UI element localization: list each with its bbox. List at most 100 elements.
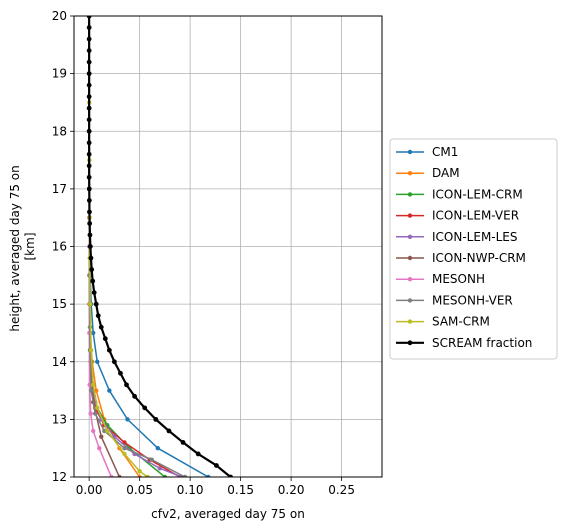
legend-swatch-marker bbox=[407, 234, 413, 239]
data-point-scream-fraction bbox=[86, 198, 92, 203]
legend-item-scream-fraction: SCREAM fraction bbox=[396, 336, 532, 350]
y-axis-label-line-1: height, averaged day 75 on bbox=[8, 165, 22, 331]
data-point-cm1 bbox=[125, 417, 130, 422]
data-point-scream-fraction bbox=[86, 71, 92, 77]
y-tick-label: 13 bbox=[52, 412, 67, 426]
data-point-mesonh-ver bbox=[88, 388, 94, 393]
data-point-scream-fraction bbox=[111, 359, 117, 365]
data-point-scream-fraction bbox=[86, 105, 92, 111]
legend-label: SCREAM fraction bbox=[432, 336, 532, 350]
data-point-sam-crm bbox=[105, 428, 110, 434]
data-point-scream-fraction bbox=[180, 440, 186, 445]
legend-label: MESONH bbox=[432, 272, 485, 286]
data-point-dam bbox=[137, 474, 142, 477]
legend-item-icon-nwp-crm: ICON-NWP-CRM bbox=[396, 251, 526, 265]
legend-item-sam-crm: SAM-CRM bbox=[396, 315, 490, 329]
legend-swatch-marker bbox=[407, 277, 413, 282]
data-point-scream-fraction bbox=[91, 290, 97, 295]
data-point-scream-fraction bbox=[166, 428, 172, 434]
legend-item-mesonh-ver: MESONH-VER bbox=[396, 293, 513, 307]
data-point-sam-crm bbox=[88, 348, 94, 353]
data-point-icon-lem-les bbox=[157, 466, 163, 471]
data-point-mesonh-ver bbox=[149, 457, 154, 462]
data-point-scream-fraction bbox=[102, 336, 108, 342]
data-point-scream-fraction bbox=[86, 82, 92, 88]
data-point-sam-crm bbox=[87, 301, 93, 307]
legend-swatch-marker bbox=[407, 340, 413, 346]
ticks: 0.00 0.05 0.10 0.15 0.20 0.25 12 13 14 15 16 17 18 19… bbox=[52, 9, 355, 497]
data-point-scream-fraction bbox=[153, 416, 159, 422]
data-point-mesonh bbox=[88, 411, 93, 416]
legend-label: CM1 bbox=[432, 145, 458, 159]
data-point-scream-fraction bbox=[87, 221, 93, 226]
data-point-scream-fraction bbox=[86, 25, 92, 30]
legend-box bbox=[389, 138, 558, 360]
series-layer bbox=[86, 16, 233, 477]
data-point-cm1 bbox=[206, 474, 211, 477]
y-tick-label: 20 bbox=[52, 9, 67, 23]
legend-item-icon-lem-ver: ICON-LEM-VER bbox=[396, 209, 519, 223]
x-axis-label: cfv2, averaged day 75 on bbox=[151, 507, 305, 521]
data-point-scream-fraction bbox=[86, 94, 92, 100]
data-point-scream-fraction bbox=[89, 267, 95, 272]
data-point-icon-nwp-crm bbox=[99, 434, 104, 439]
y-tick-label: 14 bbox=[52, 355, 67, 369]
y-tick-label: 18 bbox=[52, 124, 67, 138]
data-point-mesonh-ver bbox=[122, 445, 127, 451]
legend-swatch-marker bbox=[407, 192, 413, 197]
data-point-scream-fraction bbox=[124, 382, 129, 388]
data-point-scream-fraction bbox=[86, 186, 92, 192]
y-tick-label: 16 bbox=[52, 240, 67, 254]
x-tick-label: 0.20 bbox=[278, 483, 305, 497]
data-point-scream-fraction bbox=[132, 393, 137, 399]
legend-item-dam: DAM bbox=[396, 166, 460, 180]
data-point-scream-fraction bbox=[86, 163, 92, 169]
legend-label: ICON-LEM-VER bbox=[432, 209, 519, 223]
series-scream-fraction bbox=[86, 16, 233, 477]
data-point-scream-fraction bbox=[95, 313, 101, 319]
data-point-cm1 bbox=[90, 330, 96, 336]
data-point-mesonh bbox=[90, 428, 96, 434]
data-point-icon-lem-crm bbox=[162, 474, 168, 477]
legend-swatch-marker bbox=[407, 255, 413, 261]
legend-item-icon-lem-les: ICON-LEM-LES bbox=[396, 230, 518, 244]
legend-item-icon-lem-crm: ICON-LEM-CRM bbox=[396, 187, 523, 201]
data-point-sam-crm bbox=[145, 474, 150, 477]
legend-item-mesonh: MESONH bbox=[396, 272, 485, 286]
data-point-scream-fraction bbox=[90, 278, 96, 284]
y-tick-label: 17 bbox=[52, 182, 67, 196]
data-point-scream-fraction bbox=[142, 405, 148, 411]
data-point-scream-fraction bbox=[86, 174, 92, 180]
legend-swatch-marker bbox=[407, 319, 413, 324]
legend-swatch-marker bbox=[407, 171, 413, 176]
legend-label: ICON-NWP-CRM bbox=[432, 251, 526, 265]
data-point-cm1 bbox=[155, 445, 161, 451]
x-tick-label: 0.10 bbox=[177, 483, 204, 497]
y-axis-label: height, averaged day 75 on [km] bbox=[8, 161, 37, 331]
data-point-scream-fraction bbox=[87, 209, 92, 215]
data-point-mesonh bbox=[109, 474, 114, 477]
legend-label: MESONH-VER bbox=[432, 293, 513, 307]
data-point-scream-fraction bbox=[86, 16, 92, 19]
data-point-scream-fraction bbox=[86, 140, 92, 146]
data-point-scream-fraction bbox=[213, 463, 219, 468]
legend-swatch-marker bbox=[407, 149, 413, 155]
x-tick-label: 0.25 bbox=[328, 483, 355, 497]
legend-swatch-marker bbox=[407, 213, 413, 218]
legend-label: ICON-LEM-CRM bbox=[432, 187, 523, 201]
data-point-scream-fraction bbox=[106, 347, 112, 353]
legend-swatch-marker bbox=[407, 298, 413, 303]
data-point-cm1 bbox=[107, 388, 112, 393]
data-point-scream-fraction bbox=[228, 474, 233, 477]
legend-label: SAM-CRM bbox=[432, 315, 490, 329]
x-tick-label: 0.00 bbox=[76, 483, 103, 497]
y-tick-label: 12 bbox=[52, 470, 67, 484]
data-point-mesonh-ver bbox=[102, 428, 107, 434]
data-point-sam-crm bbox=[122, 451, 127, 457]
legend-label: ICON-LEM-LES bbox=[432, 230, 518, 244]
data-point-scream-fraction bbox=[87, 232, 93, 238]
data-point-scream-fraction bbox=[195, 451, 201, 457]
legend-item-cm1: CM1 bbox=[396, 145, 458, 159]
data-point-scream-fraction bbox=[86, 59, 92, 65]
